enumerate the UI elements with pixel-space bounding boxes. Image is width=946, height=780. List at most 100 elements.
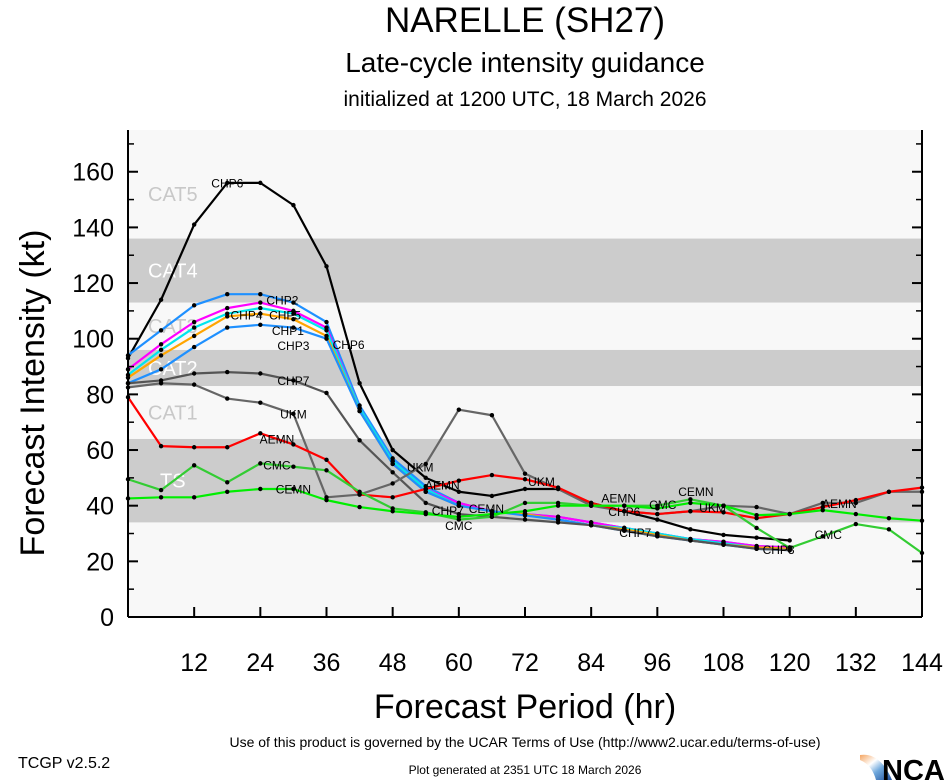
data-point [655, 511, 660, 517]
data-point [225, 305, 230, 311]
x-tick-label: 144 [901, 649, 943, 677]
version-label: TCGP v2.5.2 [18, 755, 110, 772]
data-point [225, 325, 230, 330]
series-label-chp6: CHP6 [333, 338, 365, 352]
data-point [423, 461, 428, 467]
data-point [291, 311, 296, 316]
data-point [390, 509, 395, 514]
data-point [588, 503, 594, 508]
data-point [423, 500, 428, 506]
data-point [158, 342, 164, 347]
data-point [357, 438, 362, 443]
data-point [291, 442, 296, 447]
data-point [390, 481, 395, 486]
x-tick-label: 108 [703, 649, 745, 677]
data-point [225, 445, 230, 450]
data-point [688, 538, 693, 543]
data-point [787, 511, 792, 517]
y-tick-label: 140 [72, 214, 114, 242]
data-point [324, 497, 329, 503]
data-point [191, 495, 197, 500]
data-point [588, 522, 594, 528]
series-label-chp2: CHP2 [266, 293, 298, 307]
data-point [456, 478, 462, 483]
data-point [489, 413, 495, 418]
generated-time: Plot generated at 2351 UTC 18 March 2026 [409, 763, 642, 777]
data-point [456, 489, 462, 494]
data-point [820, 504, 825, 510]
data-point [390, 470, 395, 475]
data-point [225, 480, 230, 485]
data-point [754, 525, 759, 531]
data-point [886, 516, 892, 521]
data-point [291, 325, 296, 330]
data-point [721, 542, 726, 547]
series-lines [125, 180, 925, 556]
data-point [688, 500, 693, 506]
y-tick-label: 160 [72, 159, 114, 187]
series-label-cmc: CMC [649, 498, 677, 512]
y-tick-label: 100 [72, 326, 114, 354]
data-point [390, 447, 395, 453]
band-cat2 [128, 349, 922, 387]
series-label-ukm: UKM [528, 475, 555, 489]
data-point [555, 520, 561, 525]
data-point [191, 222, 197, 227]
data-point [291, 411, 296, 417]
data-point [191, 344, 197, 350]
series-label-cmc: CMC [815, 528, 843, 542]
data-point [688, 527, 693, 532]
data-point [522, 517, 528, 522]
data-point [258, 400, 263, 405]
data-point [522, 509, 528, 514]
data-point [754, 516, 759, 521]
y-tick-label: 120 [72, 270, 114, 298]
data-point [291, 317, 296, 322]
y-tick-label: 20 [86, 548, 114, 576]
series-label-ukm: UKM [280, 407, 307, 421]
y-axis-label: Forecast Intensity (kt) [14, 230, 52, 557]
series-label-chp6: CHP6 [608, 505, 640, 519]
x-tick-label: 24 [246, 649, 274, 677]
svg-text:NCAR: NCAR [882, 755, 946, 780]
data-point [158, 495, 164, 500]
band-cat5 [128, 130, 922, 239]
series-label-ukm: UKM [407, 461, 434, 475]
y-tick-label: 60 [86, 437, 114, 465]
band-label: CAT1 [148, 402, 198, 424]
data-point [787, 545, 792, 551]
data-point [655, 534, 660, 539]
data-point [655, 506, 660, 511]
data-point [225, 291, 230, 297]
series-label-aemn: AEMN [425, 478, 460, 492]
data-point [853, 521, 859, 527]
data-point [555, 485, 561, 490]
band-label: CAT5 [148, 184, 198, 206]
data-point [225, 489, 230, 494]
data-point [721, 503, 726, 508]
series-label-chp7: CHP7 [432, 504, 464, 518]
data-point [357, 489, 362, 494]
data-point [191, 303, 197, 308]
data-point [456, 407, 462, 412]
series-label-chp4: CHP4 [230, 308, 262, 322]
y-tick-label: 80 [86, 381, 114, 409]
data-point [357, 381, 362, 386]
x-tick-label: 96 [643, 649, 671, 677]
data-point [324, 390, 329, 396]
series-label-cemn: CEMN [678, 485, 713, 499]
data-point [721, 532, 726, 538]
data-point [191, 325, 197, 330]
data-point [258, 311, 263, 316]
x-axis-label: Forecast Period (hr) [374, 688, 676, 726]
series-label-chp1: CHP1 [272, 324, 304, 338]
x-tick-label: 48 [379, 649, 407, 677]
x-tick-label: 12 [180, 649, 208, 677]
data-point [423, 511, 428, 517]
series-label-aemn: AEMN [601, 491, 636, 505]
data-point [754, 504, 759, 510]
data-point [225, 314, 230, 319]
series-label-chp6: CHP6 [211, 176, 243, 190]
data-point [456, 503, 462, 508]
data-point [191, 333, 197, 339]
